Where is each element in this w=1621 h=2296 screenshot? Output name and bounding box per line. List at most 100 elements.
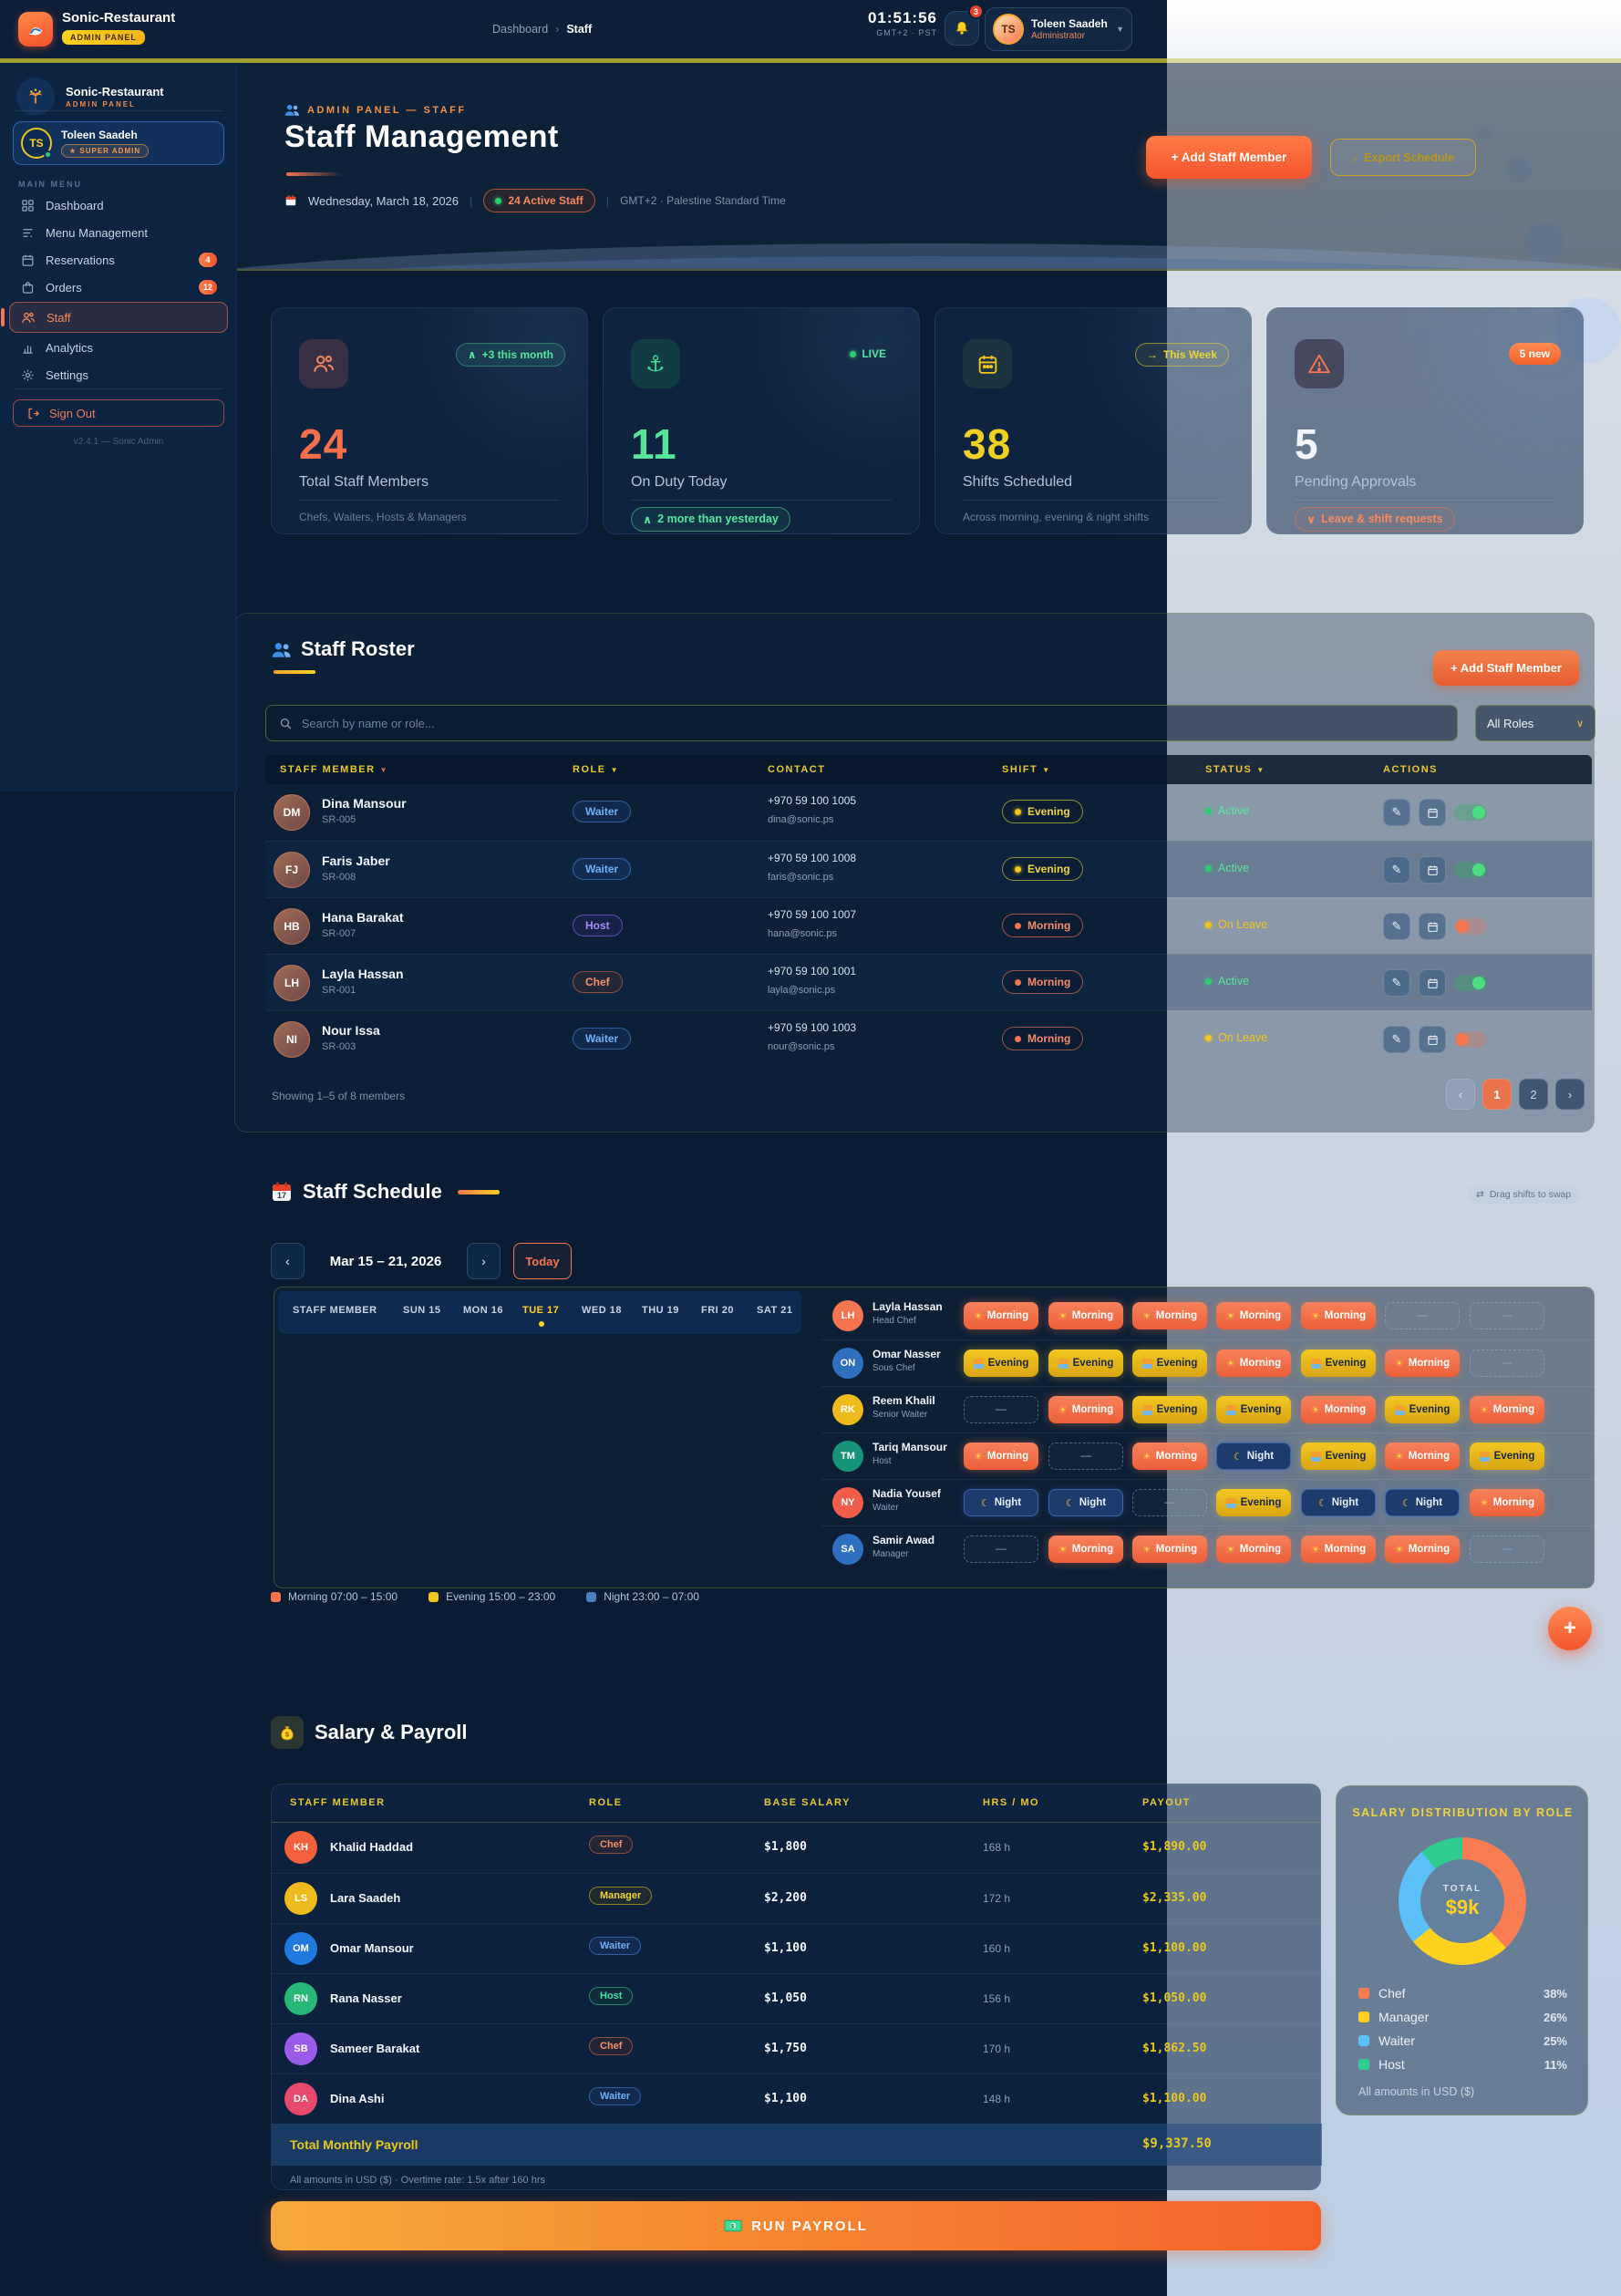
day-header[interactable]: FRI 20 [701, 1305, 735, 1316]
search-bar[interactable] [265, 705, 1458, 741]
column-header[interactable]: SHIFT ▼ [1002, 764, 1051, 775]
add-staff-member-button[interactable]: + Add Staff Member [1433, 650, 1579, 686]
shift-chip-morning[interactable]: ☀ Morning [1385, 1350, 1460, 1377]
active-toggle[interactable] [1454, 1031, 1487, 1048]
table-row[interactable]: SB Sameer Barakat Chef $1,750 170 h $1,862.50 [272, 2023, 1322, 2074]
edit-button[interactable]: ✎ [1383, 969, 1410, 997]
add-staff-member-button[interactable]: + Add Staff Member [1146, 136, 1312, 179]
page-button[interactable]: 1 [1482, 1079, 1512, 1110]
shift-chip-morning[interactable]: ☀ Morning [1470, 1489, 1544, 1516]
table-row[interactable]: LH Layla Hassan SR-001 Chef +970 59 100 1001… [265, 954, 1592, 1010]
legend-item: Evening 15:00 – 23:00 [428, 1590, 555, 1603]
shift-chip-morning[interactable]: ☀ Morning [1470, 1396, 1544, 1423]
table-row[interactable]: LS Lara Saadeh Manager $2,200 172 h $2,335.00 [272, 1873, 1322, 1923]
day-header[interactable]: SAT 21 [757, 1305, 793, 1316]
sidebar-item-staff[interactable]: Staff [1, 302, 228, 333]
sidebar-user-card[interactable]: TS Toleen Saadeh ★ SUPER ADMIN [13, 121, 224, 165]
shift-chip-morning[interactable]: ☀ Morning [964, 1443, 1038, 1470]
day-header[interactable]: SUN 15 [403, 1305, 441, 1316]
brand-logo[interactable] [18, 12, 53, 47]
shift-chip-morning[interactable]: ☀ Morning [1048, 1396, 1123, 1423]
run-payroll-button[interactable]: $ RUN PAYROLL [271, 2201, 1321, 2250]
schedule-button[interactable] [1419, 969, 1446, 997]
sidebar-item-dashboard[interactable]: Dashboard [9, 192, 228, 218]
shift-chip-evening[interactable]: Evening [1301, 1443, 1376, 1470]
shift-chip-night[interactable]: ☾ Night [1301, 1489, 1376, 1516]
shift-chip-morning[interactable]: ☀ Morning [1132, 1443, 1207, 1470]
shift-chip-morning[interactable]: ☀ Morning [1385, 1536, 1460, 1563]
user-menu[interactable]: TS Toleen Saadeh Administrator ▼ [985, 7, 1132, 51]
previous-week-button[interactable]: ‹ [271, 1243, 305, 1279]
schedule-button[interactable] [1419, 1026, 1446, 1053]
shift-chip-evening[interactable]: Evening [1385, 1396, 1460, 1423]
sidebar-item-menu-management[interactable]: Menu Management [9, 220, 228, 245]
page-button[interactable]: 2 [1519, 1079, 1548, 1110]
table-row[interactable]: RN Rana Nasser Host $1,050 156 h $1,050.00 [272, 1973, 1322, 2023]
sidebar-item-reservations[interactable]: Reservations 4 [9, 247, 228, 273]
column-header[interactable]: STATUS ▼ [1205, 764, 1265, 775]
table-row[interactable]: FJ Faris Jaber SR-008 Waiter +970 59 100 100… [265, 841, 1592, 897]
table-row[interactable]: HB Hana Barakat SR-007 Host +970 59 100 1007… [265, 897, 1592, 954]
edit-button[interactable]: ✎ [1383, 1026, 1410, 1053]
shift-chip-morning[interactable]: ☀ Morning [964, 1302, 1038, 1329]
day-header[interactable]: WED 18 [582, 1305, 622, 1316]
shift-chip-night[interactable]: ☾ Night [1048, 1489, 1123, 1516]
active-toggle[interactable] [1454, 918, 1487, 935]
shift-chip-evening[interactable]: Evening [1216, 1396, 1291, 1423]
day-header[interactable]: THU 19 [642, 1305, 679, 1316]
edit-button[interactable]: ✎ [1383, 913, 1410, 940]
shift-chip-night[interactable]: ☾ Night [1216, 1443, 1291, 1470]
export-schedule-button[interactable]: ↓ Export Schedule [1330, 139, 1476, 176]
table-row[interactable]: DA Dina Ashi Waiter $1,100 148 h $1,100.00 [272, 2074, 1322, 2124]
shift-chip-morning[interactable]: ☀ Morning [1301, 1302, 1376, 1329]
table-row[interactable]: DM Dina Mansour SR-005 Waiter +970 59 100 10… [265, 784, 1592, 841]
schedule-button[interactable] [1419, 856, 1446, 884]
edit-button[interactable]: ✎ [1383, 799, 1410, 826]
table-row[interactable]: OM Omar Mansour Waiter $1,100 160 h $1,100.00 [272, 1923, 1322, 1973]
column-header[interactable]: ROLE ▼ [573, 764, 619, 775]
shift-chip-morning[interactable]: ☀ Morning [1132, 1302, 1207, 1329]
shift-chip-evening[interactable]: Evening [1216, 1489, 1291, 1516]
floating-add-button[interactable]: + [1548, 1607, 1592, 1650]
day-header[interactable]: TUE 17 [522, 1305, 560, 1316]
day-header[interactable]: MON 16 [463, 1305, 503, 1316]
page-prev-button[interactable]: ‹ [1446, 1079, 1475, 1110]
today-button[interactable]: Today [513, 1243, 572, 1279]
edit-button[interactable]: ✎ [1383, 856, 1410, 884]
shift-chip-morning[interactable]: ☀ Morning [1385, 1443, 1460, 1470]
shift-chip-evening[interactable]: Evening [1301, 1350, 1376, 1377]
shift-chip-morning[interactable]: ☀ Morning [1301, 1536, 1376, 1563]
shift-chip-morning[interactable]: ☀ Morning [1216, 1302, 1291, 1329]
schedule-button[interactable] [1419, 799, 1446, 826]
active-toggle[interactable] [1454, 804, 1487, 821]
page-next-button[interactable]: › [1555, 1079, 1585, 1110]
shift-chip-evening[interactable]: Evening [1132, 1350, 1207, 1377]
sidebar-item-orders[interactable]: Orders 12 [9, 274, 228, 300]
sign-out-button[interactable]: Sign Out [13, 399, 224, 427]
breadcrumb-dashboard[interactable]: Dashboard [492, 23, 549, 36]
shift-chip-morning[interactable]: ☀ Morning [1216, 1536, 1291, 1563]
sidebar-item-settings[interactable]: Settings [9, 362, 228, 388]
shift-chip-morning[interactable]: ☀ Morning [1301, 1396, 1376, 1423]
shift-chip-morning[interactable]: ☀ Morning [1132, 1536, 1207, 1563]
shift-chip-morning[interactable]: ☀ Morning [1216, 1350, 1291, 1377]
shift-chip-night[interactable]: ☾ Night [964, 1489, 1038, 1516]
leave-requests-link[interactable]: ∨ Leave & shift requests [1295, 507, 1455, 532]
shift-chip-evening[interactable]: Evening [964, 1350, 1038, 1377]
shift-chip-morning[interactable]: ☀ Morning [1048, 1536, 1123, 1563]
shift-chip-morning[interactable]: ☀ Morning [1048, 1302, 1123, 1329]
schedule-button[interactable] [1419, 913, 1446, 940]
shift-chip-evening[interactable]: Evening [1470, 1443, 1544, 1470]
shift-chip-evening[interactable]: Evening [1132, 1396, 1207, 1423]
search-input[interactable] [301, 716, 1444, 730]
column-header[interactable]: STAFF MEMBER ▼ [280, 764, 388, 775]
table-row[interactable]: NI Nour Issa SR-003 Waiter +970 59 100 1003 n… [265, 1010, 1592, 1067]
shift-chip-night[interactable]: ☾ Night [1385, 1489, 1460, 1516]
role-filter-select[interactable]: All Roles ∨ [1475, 705, 1595, 741]
sidebar-item-analytics[interactable]: Analytics [9, 335, 228, 360]
shift-chip-evening[interactable]: Evening [1048, 1350, 1123, 1377]
next-week-button[interactable]: › [467, 1243, 501, 1279]
active-toggle[interactable] [1454, 862, 1487, 878]
table-row[interactable]: KH Khalid Haddad Chef $1,800 168 h $1,890.00 [272, 1823, 1322, 1873]
active-toggle[interactable] [1454, 975, 1487, 991]
